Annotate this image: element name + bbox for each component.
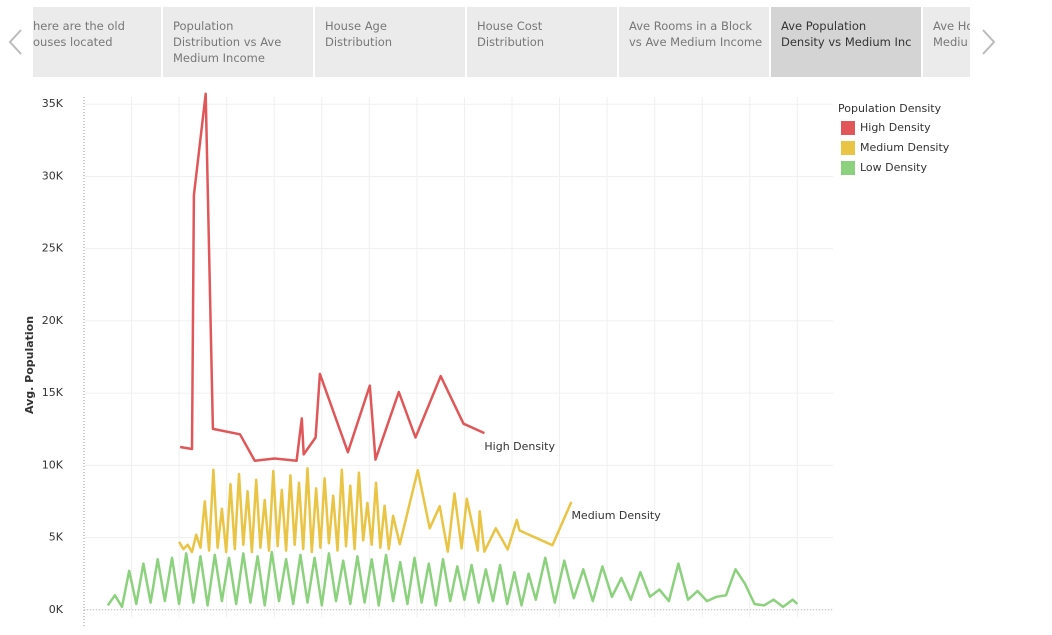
y-tick-label: 15K xyxy=(42,386,64,399)
series-line xyxy=(178,466,573,554)
tab-label: Ave Rooms in a Block xyxy=(629,19,752,33)
y-tick-label: 5K xyxy=(49,531,64,544)
legend-title: Population Density xyxy=(838,102,942,115)
tab[interactable] xyxy=(11,7,161,77)
tab-label: House Age xyxy=(325,19,387,33)
y-tick-label: 30K xyxy=(42,169,64,182)
tab-label: ouses located xyxy=(33,35,113,49)
legend-label: Low Density xyxy=(860,161,927,174)
tab-label: Density vs Medium Inc xyxy=(781,35,911,49)
series-end-label: High Density xyxy=(484,440,555,453)
tab-label: House Cost xyxy=(477,19,543,33)
tab-label: Distribution vs Ave xyxy=(173,35,281,49)
series-end-label: Medium Density xyxy=(571,509,661,522)
legend-swatch xyxy=(841,121,855,135)
tab[interactable] xyxy=(619,7,769,77)
tab-label: Population xyxy=(173,19,233,33)
legend-label: Medium Density xyxy=(860,141,950,154)
tab[interactable] xyxy=(467,7,617,77)
y-tick-label: 35K xyxy=(42,97,64,110)
legend-label: High Density xyxy=(860,121,931,134)
legend-swatch xyxy=(841,161,855,175)
tab-label: Mediu xyxy=(933,35,968,49)
y-tick-label: 0K xyxy=(49,603,64,616)
prev-arrow[interactable] xyxy=(8,29,22,55)
tab-label: Ave Population xyxy=(781,19,866,33)
tab[interactable] xyxy=(771,7,921,77)
legend-swatch xyxy=(841,141,855,155)
tab[interactable] xyxy=(923,7,1052,77)
tab-label: Medium Income xyxy=(173,51,265,65)
tab-label: Distribution xyxy=(477,35,544,49)
next-arrow[interactable] xyxy=(982,29,996,55)
tab[interactable] xyxy=(163,7,313,77)
y-axis-title: Avg. Population xyxy=(23,316,36,414)
tab[interactable] xyxy=(315,7,465,77)
y-tick-label: 25K xyxy=(42,242,64,255)
series-line xyxy=(106,550,799,609)
tab-label: here are the old xyxy=(33,19,125,33)
y-tick-label: 20K xyxy=(42,314,64,327)
tab-label: vs Ave Medium Income xyxy=(629,35,762,49)
series-line xyxy=(179,92,485,462)
tab-label: Ave Ho xyxy=(933,19,973,33)
tab-label: Distribution xyxy=(325,35,392,49)
y-tick-label: 10K xyxy=(42,458,64,471)
